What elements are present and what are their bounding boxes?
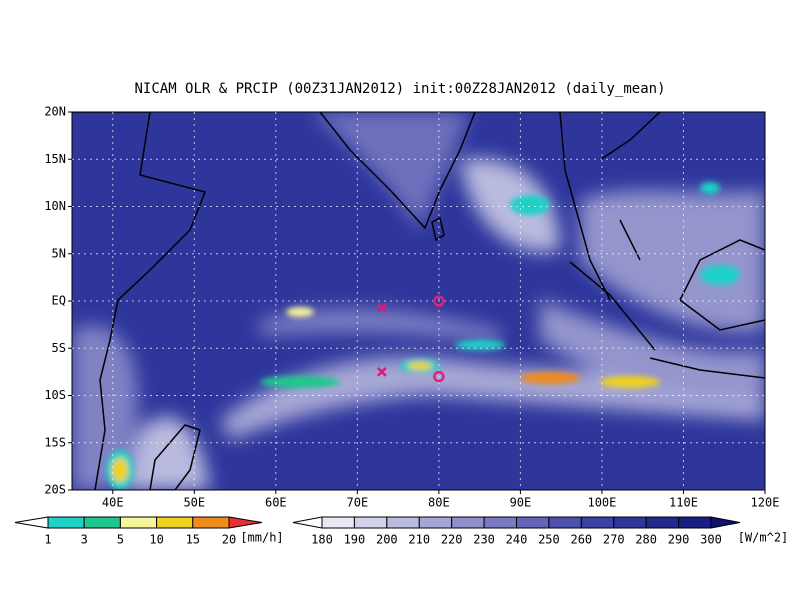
colorbar-label: 20 <box>222 533 236 547</box>
colorbar-label: 240 <box>506 533 528 547</box>
colorbar-box <box>580 516 615 529</box>
x-marker <box>376 366 387 377</box>
chart-layer: 20N 15N 10N 5N EQ 5S 10S 15S 20S 40E 50E 60E 70E 80E 9… <box>14 105 789 547</box>
colorbar-label: 260 <box>570 533 592 547</box>
colorbar-box <box>386 516 420 529</box>
x-tick-label: 100E <box>587 496 616 510</box>
x-tick-label: 110E <box>669 496 698 510</box>
colorbar-box <box>613 516 647 529</box>
x-tick-label: 120E <box>751 496 780 510</box>
y-tick-label: 20S <box>44 483 66 497</box>
colorbar-label: 200 <box>376 533 398 547</box>
y-tick-label: 5N <box>52 246 66 260</box>
x-tick-label: 60E <box>265 496 287 510</box>
colorbar-unit: [W/m^2] <box>738 531 789 545</box>
x-tick-label: 70E <box>347 496 369 510</box>
x-marker <box>376 302 387 313</box>
colorbar-box <box>156 516 194 529</box>
colorbar-unit: [mm/h] <box>240 531 283 545</box>
colorbar-label: 300 <box>700 533 722 547</box>
o-marker <box>433 295 445 307</box>
x-tick-label: 90E <box>510 496 532 510</box>
chart-title: NICAM OLR & PRCIP (00Z31JAN2012) init:00… <box>134 81 665 97</box>
x-tick-label: 40E <box>102 496 124 510</box>
colorbar-box <box>192 516 230 529</box>
colorbar-box <box>418 516 453 529</box>
colorbar-box <box>678 516 712 529</box>
colorbar-box <box>483 516 518 529</box>
y-tick-label: 10S <box>44 388 66 402</box>
y-tick-label: 10N <box>44 199 66 213</box>
colorbar-label: 190 <box>344 533 366 547</box>
colorbar-label: 3 <box>81 533 88 547</box>
colorbar-box <box>47 516 85 529</box>
colorbar-box <box>645 516 680 529</box>
y-tick-label: 5S <box>52 341 66 355</box>
colorbar-box <box>353 516 388 529</box>
colorbar-box <box>119 516 158 529</box>
colorbar-label: 290 <box>668 533 690 547</box>
y-tick-label: 15S <box>44 435 66 449</box>
y-tick-label: 20N <box>44 105 66 119</box>
colorbar-label: 220 <box>441 533 463 547</box>
colorbar-box <box>83 516 121 529</box>
colorbar-label: 250 <box>538 533 560 547</box>
colorbar-box <box>451 516 485 529</box>
colorbar-label: 5 <box>117 533 124 547</box>
colorbar-label: 270 <box>603 533 625 547</box>
colorbar-label: 180 <box>311 533 333 547</box>
colorbar-extend-high <box>710 516 741 529</box>
y-tick-label: EQ <box>52 294 66 308</box>
colorbar-label: 210 <box>408 533 430 547</box>
colorbar-box <box>516 516 550 529</box>
colorbar-box <box>321 516 355 529</box>
x-tick-label: 50E <box>183 496 205 510</box>
o-marker <box>433 370 445 383</box>
x-tick-label: 80E <box>428 496 450 510</box>
colorbar-label: 280 <box>635 533 657 547</box>
y-tick-label: 15N <box>44 152 66 166</box>
colorbar-label: 230 <box>473 533 495 547</box>
colorbar-extend-low <box>292 516 323 529</box>
colorbar-label: 15 <box>186 533 200 547</box>
colorbar-label: 1 <box>44 533 51 547</box>
colorbar-label: 10 <box>149 533 163 547</box>
colorbar-box <box>548 516 582 529</box>
colorbar-extend-low <box>14 516 49 529</box>
colorbar-extend-high <box>228 516 263 529</box>
